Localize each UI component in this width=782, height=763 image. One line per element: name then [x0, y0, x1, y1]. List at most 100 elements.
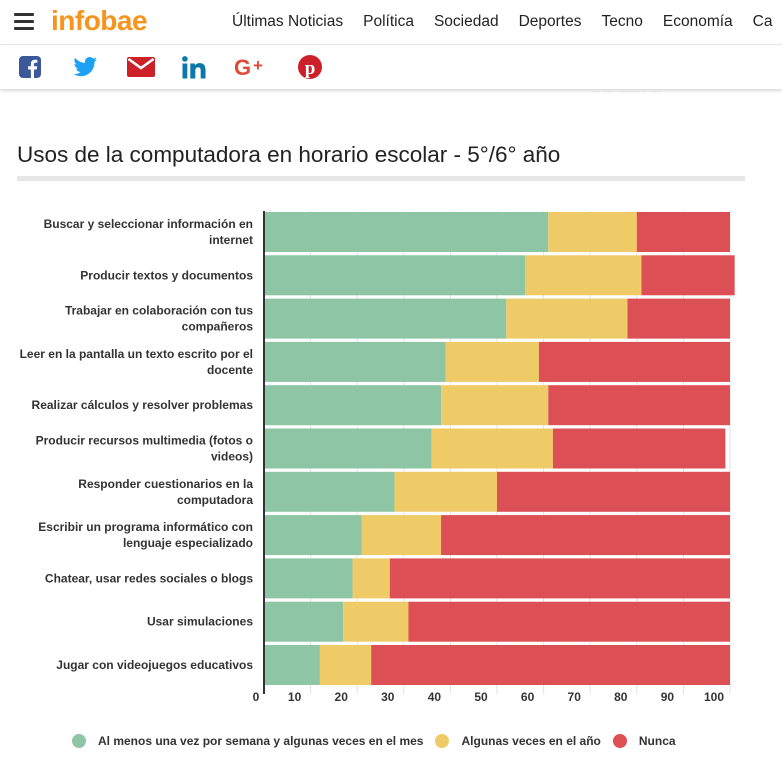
- bar-segment: [538, 341, 730, 382]
- nav-ultimas-noticias[interactable]: Últimas Noticias: [232, 13, 344, 30]
- share-bar: G + p: [0, 45, 782, 89]
- category-label-line: Jugar con videojuegos educativos: [56, 658, 253, 672]
- email-icon[interactable]: [127, 55, 155, 79]
- bar-segment: [431, 428, 553, 469]
- bar-segment: [264, 341, 446, 382]
- bar-segment: [548, 212, 637, 252]
- x-tick-label: 30: [381, 690, 395, 704]
- faded-caption: ... ..... ......... .. .....: [592, 84, 663, 94]
- svg-text:p: p: [305, 58, 316, 79]
- svg-text:+: +: [253, 56, 263, 75]
- bar-segment: [506, 298, 628, 339]
- category-label-line: lenguaje especializado: [123, 536, 253, 550]
- category-label: Leer en la pantalla un texto escrito por…: [20, 347, 254, 377]
- legend-item-nunca: Nunca: [612, 734, 676, 748]
- bar-segment: [441, 515, 730, 556]
- category-label-line: computadora: [177, 493, 253, 507]
- bar-segment: [441, 385, 549, 426]
- legend-label: Nunca: [638, 734, 676, 748]
- nav-sociedad[interactable]: Sociedad: [433, 13, 499, 30]
- bar-segment: [264, 515, 362, 556]
- bar-segment: [343, 601, 409, 642]
- category-label-line: Chatear, usar redes sociales o blogs: [45, 571, 253, 585]
- category-label: Usar simulaciones: [147, 615, 253, 629]
- linkedin-icon[interactable]: [181, 55, 207, 79]
- legend-label: Al menos una vez por semana y algunas ve…: [98, 734, 424, 748]
- stacked-bar-chart: Buscar y seleccionar información en inter…: [20, 211, 735, 704]
- x-tick-label: 70: [568, 690, 582, 704]
- category-label: Buscar y seleccionar información en inter…: [44, 217, 253, 247]
- section-nav: Últimas Noticias Política Sociedad Deportes…: [232, 13, 782, 31]
- nav-tecno[interactable]: Tecno: [601, 13, 643, 30]
- bar-segment: [497, 471, 730, 512]
- category-label-line: Realizar cálculos y resolver problemas: [32, 398, 254, 412]
- legend-label: Algunas veces en el año: [461, 734, 601, 748]
- category-label: Responder cuestionarios en la computadora: [78, 477, 253, 507]
- bar-segment: [552, 428, 726, 469]
- bar-segment: [627, 298, 730, 339]
- category-label: Producir recursos multimedia (fotos o vid…: [36, 434, 253, 464]
- bar-segment: [352, 558, 390, 599]
- legend-swatch: [612, 734, 627, 748]
- nav-economia[interactable]: Economía: [662, 13, 733, 30]
- x-tick-label: 60: [521, 690, 535, 704]
- x-tick-label: 0: [253, 690, 260, 704]
- category-label: Chatear, usar redes sociales o blogs: [45, 571, 253, 585]
- google-plus-icon[interactable]: G +: [234, 55, 270, 79]
- category-label-line: docente: [207, 363, 253, 377]
- category-label-line: Escribir un programa informático con: [38, 520, 253, 534]
- bar-segment: [636, 212, 730, 252]
- nav-deportes[interactable]: Deportes: [518, 13, 582, 30]
- nav-politica[interactable]: Política: [363, 13, 414, 30]
- bar-segment: [264, 385, 442, 426]
- hamburger-menu-icon[interactable]: [14, 13, 34, 30]
- top-navigation-bar: infobae Últimas Noticias Política Sociedad…: [0, 0, 782, 45]
- site-logo[interactable]: infobae: [51, 5, 148, 36]
- facebook-icon[interactable]: [18, 55, 42, 79]
- chart-title: Usos de la computadora en horario escola…: [17, 142, 561, 167]
- category-label: Producir textos y documentos: [80, 268, 253, 282]
- legend-item-semanal: Al menos una vez por semana y algunas ve…: [72, 734, 423, 748]
- category-label-line: Producir recursos multimedia (fotos o: [36, 434, 253, 448]
- bar-segment: [361, 515, 442, 556]
- legend-item-anual: Algunas veces en el año: [435, 734, 601, 748]
- category-label-line: Usar simulaciones: [147, 615, 253, 629]
- bar-segment: [371, 645, 730, 685]
- category-label-line: internet: [209, 233, 253, 247]
- svg-text:G: G: [234, 56, 251, 78]
- category-label-line: Responder cuestionarios en la: [78, 477, 253, 491]
- bar-segment: [264, 255, 525, 296]
- category-label: Realizar cálculos y resolver problemas: [32, 398, 254, 412]
- bar-segment: [548, 385, 730, 426]
- category-label: Escribir un programa informático con leng…: [38, 520, 253, 550]
- legend-swatch: [435, 734, 450, 748]
- x-tick-label: 90: [661, 690, 675, 704]
- category-label-line: Producir textos y documentos: [80, 268, 253, 282]
- bar-segment: [641, 255, 735, 296]
- category-label: Jugar con videojuegos educativos: [56, 658, 253, 672]
- bar-segment: [389, 558, 730, 599]
- twitter-icon[interactable]: [72, 55, 98, 79]
- category-label-line: Leer en la pantalla un texto escrito por…: [20, 347, 253, 361]
- bar-segment: [264, 471, 395, 512]
- legend-swatch: [72, 734, 86, 748]
- nav-truncated-item[interactable]: Ca: [752, 13, 773, 30]
- x-tick-label: 10: [288, 690, 302, 704]
- bar-segment: [264, 558, 353, 599]
- category-label-line: compañeros: [182, 320, 254, 334]
- x-tick-label: 20: [335, 690, 349, 704]
- chart-legend: Al menos una vez por semana y algunas ve…: [72, 734, 688, 748]
- title-divider: [17, 176, 745, 181]
- x-tick-label: 80: [614, 690, 628, 704]
- category-label: Trabajar en colaboración con tus compañer…: [65, 304, 253, 334]
- bar-segment: [264, 212, 549, 252]
- bar-segment: [264, 601, 344, 642]
- bar-segment: [264, 298, 507, 339]
- category-label-line: Buscar y seleccionar información en: [44, 217, 253, 231]
- category-label-line: videos): [211, 450, 253, 464]
- bar-segment: [445, 341, 539, 382]
- bar-segment: [394, 471, 497, 512]
- category-label-line: Trabajar en colaboración con tus: [65, 304, 253, 318]
- pinterest-icon[interactable]: p: [297, 55, 323, 79]
- x-tick-label: 40: [428, 690, 442, 704]
